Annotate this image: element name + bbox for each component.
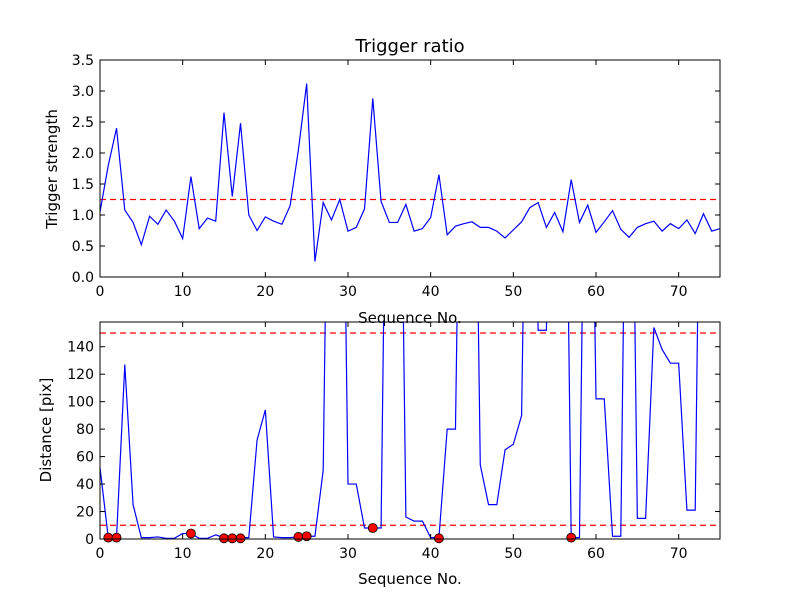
data-marker (219, 533, 229, 544)
x-tick-label: 60 (587, 284, 605, 300)
x-tick-label: 10 (174, 546, 192, 562)
distance-plot: 0 10 20 30 40 50 60 70 0 20 40 60 80 100 120 140 (67, 321, 721, 562)
data-marker (434, 533, 444, 544)
y-axis-label-bottom: Distance [pix] (37, 378, 55, 483)
data-marker (111, 532, 122, 543)
data-marker (293, 532, 304, 542)
data-marker (235, 533, 246, 544)
x-tick-label: 0 (96, 546, 105, 562)
y-tick-label: 80 (76, 422, 94, 438)
y-tick-label: 120 (67, 367, 94, 383)
chart-title: Trigger ratio (354, 36, 464, 57)
x-tick-label: 20 (256, 546, 274, 562)
y-tick-label: 40 (76, 477, 94, 493)
trigger-ratio-plot: 0 10 20 30 40 50 60 70 0.0 0.5 1.0 1.5 2.0 2.5 3.0 3.5 (72, 53, 721, 300)
y-tick-label: 0.0 (72, 270, 94, 286)
series-line (100, 83, 720, 262)
y-tick-label: 2.5 (72, 115, 94, 131)
y-tick-label: 60 (76, 450, 94, 466)
x-tick-label: 50 (504, 284, 522, 300)
y-tick-label: 1.0 (72, 208, 94, 224)
y-tick-label: 20 (76, 505, 94, 521)
data-marker (227, 533, 238, 544)
y-tick-label: 2.0 (72, 146, 94, 162)
x-tick-label: 60 (587, 546, 605, 562)
y-tick-label: 3.0 (72, 84, 94, 100)
y-tick-label: 0.5 (72, 239, 94, 255)
data-marker (186, 528, 196, 539)
y-axis-label-top: Trigger strength (43, 109, 61, 230)
x-tick-label: 0 (96, 284, 105, 300)
data-marker (103, 532, 114, 543)
x-tick-label: 20 (256, 284, 274, 300)
x-tick-label: 70 (670, 546, 688, 562)
x-tick-label: 50 (504, 546, 522, 562)
y-tick-label: 1.5 (72, 177, 94, 193)
x-tick-label: 40 (422, 284, 440, 300)
x-axis-label-top: Sequence No. (358, 309, 462, 327)
plot-frame (99, 59, 721, 278)
x-tick-label: 10 (174, 284, 192, 300)
x-tick-label: 40 (422, 546, 440, 562)
x-axis-label-bottom: Sequence No. (358, 570, 462, 588)
plot-frame (99, 321, 721, 540)
series-line (100, 322, 699, 539)
x-tick-label: 70 (670, 284, 688, 300)
x-tick-label: 30 (339, 546, 357, 562)
y-tick-label: 140 (67, 340, 94, 356)
data-marker (566, 532, 577, 543)
data-marker (367, 523, 378, 533)
y-tick-label: 100 (67, 395, 94, 411)
x-tick-label: 30 (339, 284, 357, 300)
y-tick-label: 3.5 (72, 53, 94, 69)
y-tick-label: 0 (85, 532, 94, 548)
